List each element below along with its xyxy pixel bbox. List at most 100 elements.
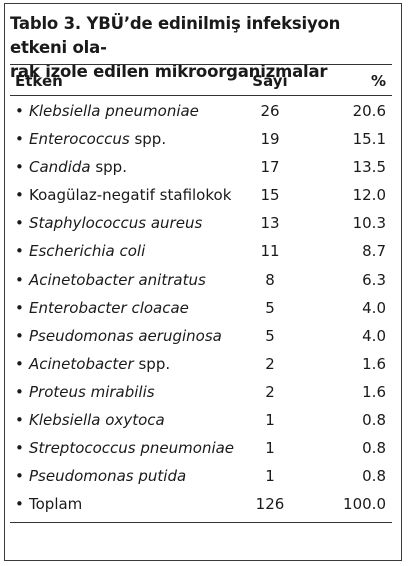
organism-name: Toplam (29, 495, 82, 513)
count-cell: 19 (260, 130, 280, 149)
bullet-icon: • (15, 467, 24, 486)
table-body: • Klebsiella pneumoniae 26 20.6 • Enterococcu… (0, 97, 408, 518)
organism-name-main: Escherichia coli (29, 242, 146, 261)
organism-name-main: Pseudomonas putida (29, 467, 187, 486)
organism-name-main: Toplam (29, 495, 83, 514)
bullet-icon: • (15, 186, 24, 205)
organism-name: Klebsiella oxytoca (29, 411, 165, 429)
organism-name-main: Acinetobacter anitratus (29, 270, 206, 289)
bullet-icon: • (15, 158, 24, 177)
percent-cell: 4.0 (362, 298, 386, 317)
organism-name: Streptococcus pneumoniae (29, 439, 234, 457)
table-title-line-2: rak izole edilen mikroorganizmalar (10, 62, 328, 81)
organism-name-main: Acinetobacter (29, 354, 134, 373)
header-bottom-rule (10, 95, 392, 96)
percent-cell: 0.8 (362, 439, 386, 458)
bullet-icon: • (15, 439, 24, 458)
organism-name: Staphylococcus aureus (29, 214, 202, 232)
column-header-etken: Etken (15, 72, 63, 90)
count-cell: 1 (265, 439, 275, 458)
count-cell: 13 (260, 214, 280, 233)
header-top-rule (10, 64, 392, 65)
bullet-icon: • (15, 298, 24, 317)
bullet-icon: • (15, 242, 24, 261)
count-cell: 5 (265, 326, 275, 345)
table-row: • Proteus mirabilis 2 1.6 (0, 378, 408, 406)
percent-cell: 4.0 (362, 326, 386, 345)
column-header-percent: % (370, 72, 386, 90)
organism-name-main: Enterobacter cloacae (29, 298, 189, 317)
percent-cell: 1.6 (362, 382, 386, 401)
bullet-icon: • (15, 354, 24, 373)
table-row: • Staphylococcus aureus 13 10.3 (0, 209, 408, 237)
percent-cell: 13.5 (352, 158, 386, 177)
count-cell: 1 (265, 411, 275, 430)
organism-name-main: Klebsiella pneumoniae (29, 102, 199, 120)
bullet-icon: • (15, 326, 24, 345)
organism-name: Pseudomonas putida (29, 467, 186, 485)
percent-cell: 10.3 (352, 214, 386, 233)
organism-name: Pseudomonas aeruginosa (29, 327, 222, 345)
organism-name-main: Pseudomonas aeruginosa (29, 326, 222, 345)
bullet-icon: • (15, 130, 24, 149)
organism-name-main: Koagülaz-negatif stafilokok (29, 186, 232, 205)
count-cell: 26 (260, 102, 280, 120)
organism-name-main: Proteus mirabilis (29, 382, 155, 401)
table-row: • Escherichia coli 11 8.7 (0, 237, 408, 265)
organism-name: Koagülaz-negatif stafilokok (29, 186, 231, 204)
percent-cell: 12.0 (352, 186, 386, 205)
count-cell: 8 (265, 270, 275, 289)
organism-name-main: Streptococcus pneumoniae (29, 439, 235, 458)
percent-cell: 20.6 (352, 102, 386, 120)
table-row: • Candida spp. 17 13.5 (0, 153, 408, 181)
organism-name: Enterobacter cloacae (29, 299, 189, 317)
organism-name: Proteus mirabilis (29, 383, 155, 401)
bullet-icon: • (15, 270, 24, 289)
percent-cell: 1.6 (362, 354, 386, 373)
organism-name: Klebsiella pneumoniae (29, 102, 199, 120)
table-bottom-rule (10, 522, 392, 523)
bullet-icon: • (15, 382, 24, 401)
table-row: • Enterobacter cloacae 5 4.0 (0, 294, 408, 322)
organism-name-main: Klebsiella oxytoca (29, 411, 165, 430)
bullet-icon: • (15, 495, 24, 514)
count-cell: 15 (260, 186, 280, 205)
table-frame (4, 3, 402, 561)
count-cell: 5 (265, 298, 275, 317)
count-cell: 126 (255, 495, 285, 514)
organism-name-main: Staphylococcus aureus (29, 214, 203, 233)
column-header-sayi: Sayı (252, 72, 288, 90)
table-row: • Acinetobacter anitratus 8 6.3 (0, 266, 408, 294)
count-cell: 2 (265, 382, 275, 401)
organism-name: Candida spp. (29, 158, 127, 176)
count-cell: 11 (260, 242, 280, 261)
organism-name-suffix: spp. (129, 130, 167, 149)
percent-cell: 15.1 (352, 130, 386, 149)
table-row: • Klebsiella pneumoniae 26 20.6 (0, 97, 408, 125)
organism-name-main: Enterococcus (29, 130, 130, 149)
count-cell: 17 (260, 158, 280, 177)
organism-name: Acinetobacter spp. (29, 355, 170, 373)
table-row: • Pseudomonas aeruginosa 5 4.0 (0, 322, 408, 350)
table-row: • Klebsiella oxytoca 1 0.8 (0, 406, 408, 434)
table-title-line-1: Tablo 3. YBÜ’de edinilmiş infeksiyon etk… (10, 14, 341, 57)
organism-name: Enterococcus spp. (29, 130, 166, 148)
percent-cell: 0.8 (362, 411, 386, 430)
organism-name: Acinetobacter anitratus (29, 271, 206, 289)
organism-name-suffix: spp. (133, 354, 171, 373)
table-row: • Koagülaz-negatif stafilokok 15 12.0 (0, 181, 408, 209)
organism-name: Escherichia coli (29, 242, 145, 260)
bullet-icon: • (15, 214, 24, 233)
organism-name-main: Candida (29, 158, 91, 177)
bullet-icon: • (15, 411, 24, 430)
percent-cell: 8.7 (362, 242, 386, 261)
percent-cell: 6.3 (362, 270, 386, 289)
table-row: • Acinetobacter spp. 2 1.6 (0, 350, 408, 378)
table-row: • Pseudomonas putida 1 0.8 (0, 462, 408, 490)
percent-cell: 100.0 (343, 495, 386, 514)
organism-name-suffix: spp. (90, 158, 127, 177)
count-cell: 1 (265, 467, 275, 486)
table-row: • Toplam 126 100.0 (0, 490, 408, 518)
table-row: • Streptococcus pneumoniae 1 0.8 (0, 434, 408, 462)
table-title: Tablo 3. YBÜ’de edinilmiş infeksiyon etk… (10, 12, 396, 84)
